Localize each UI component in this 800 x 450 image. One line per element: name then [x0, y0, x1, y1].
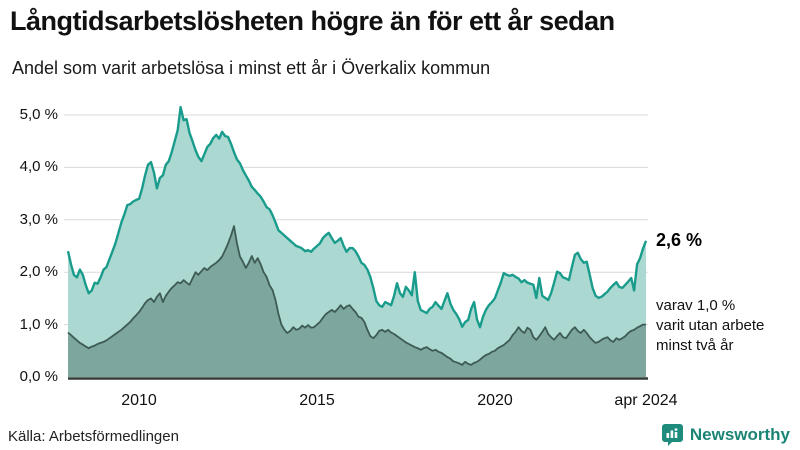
chart-subtitle: Andel som varit arbetslösa i minst ett å… — [12, 58, 491, 78]
y-tick-label: 0,0 % — [19, 368, 58, 385]
series-line-one-year — [66, 105, 648, 329]
x-tick-label: 2015 — [299, 392, 335, 409]
brand-logo[interactable]: Newsworthy — [661, 423, 790, 446]
series-line-two-years — [67, 225, 646, 366]
y-tick-label: 1,0 % — [19, 315, 58, 333]
y-tick-label: 2,0 % — [19, 263, 58, 281]
x-tick-label: 2020 — [477, 392, 513, 409]
secondary-series-annotation: varav 1,0 % varit utan arbete minst två år — [656, 296, 764, 356]
source-caption: Källa: Arbetsförmedlingen — [8, 428, 179, 445]
annotation-line: varit utan arbete — [656, 317, 765, 334]
newsworthy-icon — [661, 424, 683, 446]
annotation-line: minst två år — [656, 337, 734, 354]
annotation-line: varav 1,0 % — [656, 297, 736, 314]
y-tick-label: 3,0 % — [19, 210, 58, 228]
x-tick-label: apr 2024 — [614, 392, 678, 409]
page-title: Långtidsarbetslösheten högre än för ett … — [10, 6, 615, 36]
x-tick-label: 2010 — [121, 392, 157, 409]
series-area-two-years — [68, 226, 646, 377]
end-value-label: 2,6 % — [656, 229, 703, 250]
y-tick-label: 5,0 % — [19, 106, 58, 123]
brand-name: Newsworthy — [689, 424, 790, 444]
y-tick-label: 4,0 % — [19, 158, 58, 176]
